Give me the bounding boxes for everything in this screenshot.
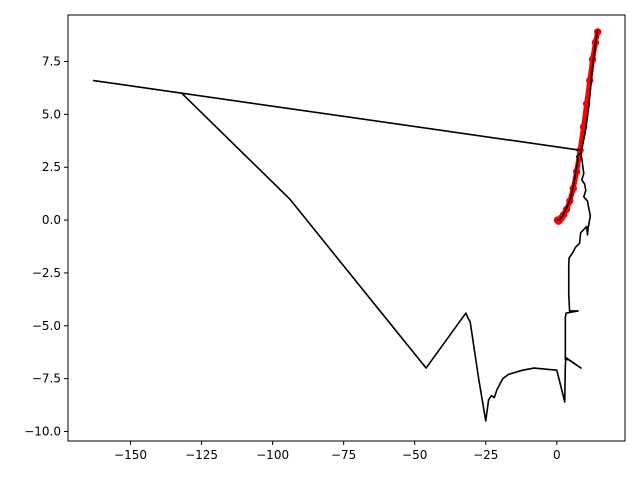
x-tick-label: −125 — [185, 448, 218, 462]
x-tick-label: −50 — [402, 448, 427, 462]
y-tick-label: −5.0 — [32, 319, 61, 333]
plot-frame — [67, 14, 626, 442]
y-tick-label: −2.5 — [32, 266, 61, 280]
series-line — [92, 29, 599, 422]
y-tick-label: 0.0 — [42, 213, 61, 227]
y-tick-label: 7.5 — [42, 55, 61, 69]
x-tick-label: 0 — [553, 448, 561, 462]
x-tick-label: −100 — [256, 448, 289, 462]
y-tick-label: −7.5 — [32, 372, 61, 386]
x-tick-label: −75 — [331, 448, 356, 462]
y-tick-label: −10.0 — [24, 424, 61, 438]
y-tick-label: 2.5 — [42, 160, 61, 174]
x-axis: −150 −125 −100 −75 −50 −25 0 — [114, 441, 561, 462]
y-tick-label: 5.0 — [42, 107, 61, 121]
series-1 — [92, 29, 599, 422]
x-tick-label: −150 — [114, 448, 147, 462]
series-layer — [92, 28, 602, 422]
y-axis: −10.0 −7.5 −5.0 −2.5 0.0 2.5 5.0 7.5 — [24, 55, 68, 438]
x-tick-label: −25 — [473, 448, 498, 462]
